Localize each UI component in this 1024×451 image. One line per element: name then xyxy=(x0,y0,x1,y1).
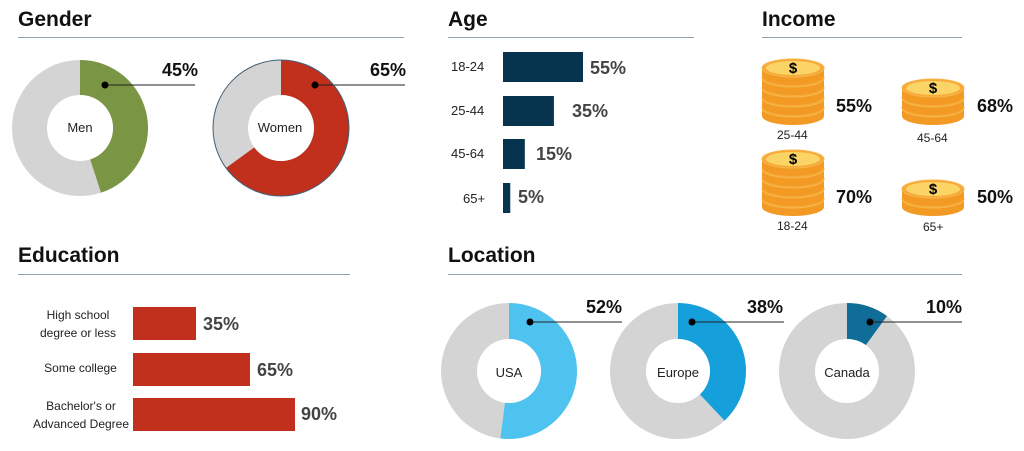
age-rule xyxy=(448,37,694,38)
income-rule xyxy=(762,37,962,38)
income-value-25-44: 55% xyxy=(836,96,873,116)
dollar-icon: $ xyxy=(929,181,938,198)
coin-stack-icon: $ xyxy=(901,78,965,125)
location-canada-value: 10% xyxy=(926,297,963,317)
gender-women-dot xyxy=(311,81,319,89)
age-value-25-44: 35% xyxy=(572,101,609,121)
income-label-18-24: 18-24 xyxy=(777,219,808,233)
gender-men-slice xyxy=(80,60,148,193)
location-usa-slice xyxy=(500,303,577,439)
dollar-icon: $ xyxy=(789,151,798,168)
education-label-some-college-line1: Some college xyxy=(44,361,117,375)
location-canada-label: Canada xyxy=(824,365,870,380)
location-europe-hole xyxy=(646,339,710,403)
location-europe-label: Europe xyxy=(657,365,699,380)
gender-women-slice xyxy=(225,60,349,197)
gender-men-dot xyxy=(101,81,109,89)
gender-men-value: 45% xyxy=(162,60,199,80)
age-value-65plus: 5% xyxy=(518,187,545,207)
gender-women-value: 65% xyxy=(370,60,407,80)
gender-men-label: Men xyxy=(67,120,93,135)
education-label-high-school-line2: degree or less xyxy=(39,326,117,340)
location-europe-dot xyxy=(688,318,696,326)
education-value-bachelors: 90% xyxy=(301,404,338,424)
education-label-bachelors-line2: Advanced Degree xyxy=(32,417,130,431)
education-bar-1 xyxy=(133,353,250,386)
education-value-high-school: 35% xyxy=(203,314,240,334)
location-usa-label: USA xyxy=(495,365,523,380)
location-canada-slice xyxy=(847,303,887,346)
age-label-25-44: 25-44 xyxy=(451,103,485,118)
income-label-25-44: 25-44 xyxy=(777,128,808,142)
coin-stack-icon: $ xyxy=(761,58,825,125)
income-stack-45-64-coin-face xyxy=(906,81,960,95)
education-label-some-college: Some college xyxy=(28,359,133,377)
location-title: Location xyxy=(448,244,536,267)
location-rule xyxy=(448,274,962,275)
education-label-high-school: High school degree or less xyxy=(28,306,128,342)
age-value-18-24: 55% xyxy=(590,58,627,78)
education-label-high-school-line1: High school xyxy=(46,308,110,322)
location-canada-hole xyxy=(815,339,879,403)
location-usa-hole xyxy=(477,339,541,403)
education-title: Education xyxy=(18,244,120,267)
age-title: Age xyxy=(448,8,488,31)
education-value-some-college: 65% xyxy=(257,360,294,380)
age-label-18-24: 18-24 xyxy=(451,59,485,74)
income-value-45-64: 68% xyxy=(977,96,1014,116)
location-europe-value: 38% xyxy=(747,297,784,317)
income-value-65plus: 50% xyxy=(977,187,1014,207)
income-label-65plus: 65+ xyxy=(923,220,944,234)
dollar-icon: $ xyxy=(789,60,798,77)
gender-men-hole xyxy=(47,95,113,161)
location-europe-slice xyxy=(678,303,746,421)
coin-stack-icon: $ xyxy=(901,179,965,216)
gender-title: Gender xyxy=(18,8,92,31)
age-bar-25-44 xyxy=(503,96,554,126)
gender-rule xyxy=(18,37,404,38)
age-bar-65+ xyxy=(503,183,511,213)
coin-stack-icon: $ xyxy=(761,149,825,216)
age-label-45-64: 45-64 xyxy=(451,146,485,161)
gender-women-hole xyxy=(248,95,314,161)
income-label-45-64: 45-64 xyxy=(917,131,948,145)
gender-women-outline xyxy=(212,59,350,197)
income-stack-25-44-coin-face xyxy=(766,61,820,75)
gender-women-label: Women xyxy=(257,120,303,135)
education-rule xyxy=(18,274,350,275)
age-value-45-64: 15% xyxy=(536,144,573,164)
dollar-icon: $ xyxy=(929,80,938,97)
education-bar-0 xyxy=(133,307,196,340)
income-stack-18-24-coin-face xyxy=(766,152,820,166)
location-usa-dot xyxy=(526,318,534,326)
income-stack-65plus-coin-face xyxy=(906,182,960,196)
age-bar-18-24 xyxy=(503,52,583,82)
education-label-bachelors: Bachelor's or Advanced Degree xyxy=(28,397,134,433)
age-label-65plus: 65+ xyxy=(463,191,486,206)
location-canada-dot xyxy=(866,318,874,326)
location-usa-value: 52% xyxy=(586,297,623,317)
age-bar-45-64 xyxy=(503,139,525,169)
education-bar-2 xyxy=(133,398,295,431)
income-value-18-24: 70% xyxy=(836,187,873,207)
education-label-bachelors-line1: Bachelor's or xyxy=(46,399,116,413)
income-title: Income xyxy=(762,8,836,31)
